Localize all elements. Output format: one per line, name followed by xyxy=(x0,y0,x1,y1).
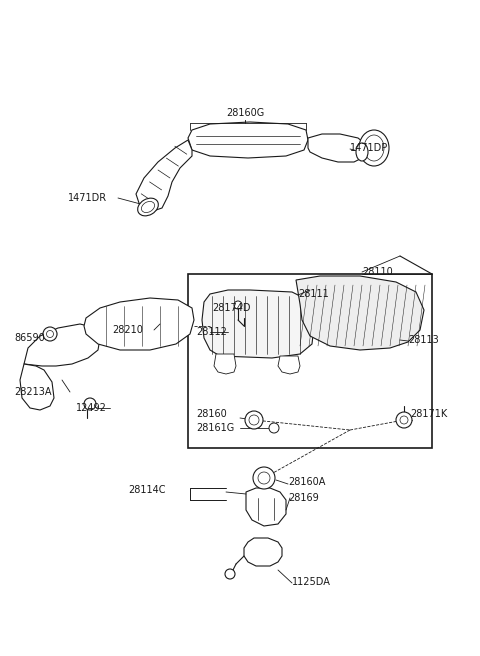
Circle shape xyxy=(269,423,279,433)
Text: 1471DR: 1471DR xyxy=(68,193,107,203)
Text: 28114C: 28114C xyxy=(128,485,166,495)
Circle shape xyxy=(225,569,235,579)
Text: 28160G: 28160G xyxy=(226,108,264,118)
Polygon shape xyxy=(278,356,300,374)
Ellipse shape xyxy=(138,198,158,216)
Ellipse shape xyxy=(364,135,384,161)
Text: 28213A: 28213A xyxy=(14,387,51,397)
Text: 28110: 28110 xyxy=(362,267,393,277)
Bar xyxy=(188,274,432,448)
Text: 1125DA: 1125DA xyxy=(292,577,331,587)
Polygon shape xyxy=(214,354,236,374)
Text: 28169: 28169 xyxy=(288,493,319,503)
Circle shape xyxy=(245,411,263,429)
Text: 28161G: 28161G xyxy=(196,423,234,433)
Text: 28210: 28210 xyxy=(112,325,143,335)
Polygon shape xyxy=(296,276,424,350)
Circle shape xyxy=(249,415,259,425)
Polygon shape xyxy=(244,538,282,566)
Polygon shape xyxy=(84,298,194,350)
Polygon shape xyxy=(246,488,286,526)
Text: 12492: 12492 xyxy=(76,403,107,413)
Circle shape xyxy=(47,331,53,337)
Polygon shape xyxy=(136,140,192,212)
Ellipse shape xyxy=(359,130,389,166)
Text: 28171K: 28171K xyxy=(410,409,447,419)
Text: 28160: 28160 xyxy=(196,409,227,419)
Circle shape xyxy=(234,301,242,309)
Text: 28111: 28111 xyxy=(298,289,329,299)
Circle shape xyxy=(400,416,408,424)
Polygon shape xyxy=(20,364,54,410)
Circle shape xyxy=(258,472,270,484)
Circle shape xyxy=(396,412,412,428)
Polygon shape xyxy=(308,134,368,162)
Circle shape xyxy=(43,327,57,341)
Text: 28160A: 28160A xyxy=(288,477,325,487)
Polygon shape xyxy=(202,290,314,358)
Text: 28113: 28113 xyxy=(408,335,439,345)
Text: 28174D: 28174D xyxy=(212,303,251,313)
Text: 28112: 28112 xyxy=(196,327,227,337)
Polygon shape xyxy=(24,324,100,366)
Ellipse shape xyxy=(356,143,368,161)
Text: 1471DP: 1471DP xyxy=(350,143,388,153)
Text: 86590: 86590 xyxy=(14,333,45,343)
Polygon shape xyxy=(188,122,308,158)
Ellipse shape xyxy=(142,201,155,213)
Circle shape xyxy=(253,467,275,489)
Circle shape xyxy=(84,398,96,410)
